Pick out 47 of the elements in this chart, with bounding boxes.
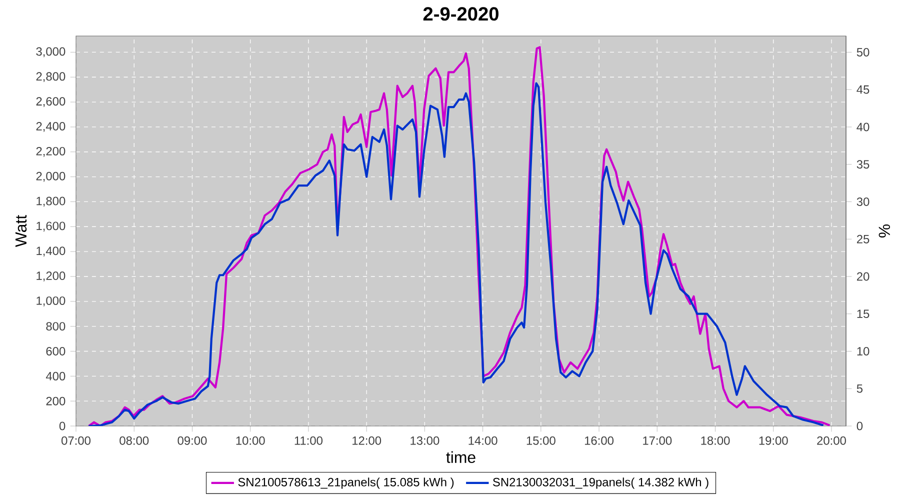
y2-tick-label: 20 [856, 272, 870, 281]
x-tick-label: 14:00 [468, 436, 498, 445]
y-axis-title: Watt [15, 215, 27, 248]
x-tick-label: 18:00 [701, 436, 730, 445]
x-tick-label: 17:00 [643, 436, 672, 445]
y-tick-label: 200 [46, 396, 66, 406]
chart-title: 2-9-2020 [423, 7, 498, 21]
y-tick-label: 2,200 [36, 146, 66, 157]
x-tick-label: 08:00 [120, 436, 149, 445]
x-tick-label: 13:00 [410, 436, 440, 445]
y2-tick-label: 45 [856, 85, 870, 94]
y2-tick-label: 50 [856, 48, 870, 56]
x-axis-title: time [446, 451, 476, 463]
y-tick-label: 1,400 [36, 246, 66, 256]
y-tick-label: 2,800 [36, 72, 66, 82]
y2-tick-label: 10 [857, 347, 870, 356]
y-tick-label: 1,000 [36, 296, 66, 306]
x-tick-label: 16:00 [584, 436, 614, 445]
y-tick-label: 400 [46, 372, 66, 380]
y-tick-label: 2,600 [36, 97, 66, 107]
y2-tick-label: 35 [856, 160, 870, 169]
x-tick-label: 12:00 [352, 436, 382, 445]
x-tick-label: 10:00 [236, 436, 265, 445]
y-tick-label: 600 [46, 347, 66, 356]
x-tick-label: 07:00 [62, 436, 90, 445]
x-tick-label: 11:00 [294, 436, 323, 445]
y-tick-label: 2,000 [36, 172, 66, 182]
y-tick-label: 1,200 [36, 272, 66, 282]
x-tick-label: 19:00 [759, 436, 788, 445]
y2-tick-label: 40 [856, 122, 870, 132]
y-tick-label: 0 [59, 422, 66, 430]
y2-tick-label: 5 [856, 384, 863, 393]
y-tick-label: 800 [46, 322, 66, 331]
y2-tick-label: 30 [856, 197, 870, 206]
y2-tick-label: 25 [856, 234, 870, 244]
y2-tick-label: 0 [856, 422, 863, 430]
legend-label: SN2130032031_19panels( 14.382 kWh ) [492, 478, 708, 489]
y-tick-label: 1,600 [36, 222, 66, 232]
y-tick-label: 2,400 [36, 122, 66, 132]
legend-label: SN2100578613_21panels( 15.085 kWh ) [238, 478, 454, 489]
y2-axis-title: % [878, 224, 890, 238]
y2-tick-label: 15 [857, 310, 870, 318]
y-tick-label: 1,800 [36, 196, 66, 207]
x-tick-label: 09:00 [178, 436, 207, 445]
y-tick-label: 3,000 [36, 47, 66, 58]
x-tick-label: 15:00 [526, 436, 556, 445]
x-tick-label: 20:00 [817, 436, 846, 445]
